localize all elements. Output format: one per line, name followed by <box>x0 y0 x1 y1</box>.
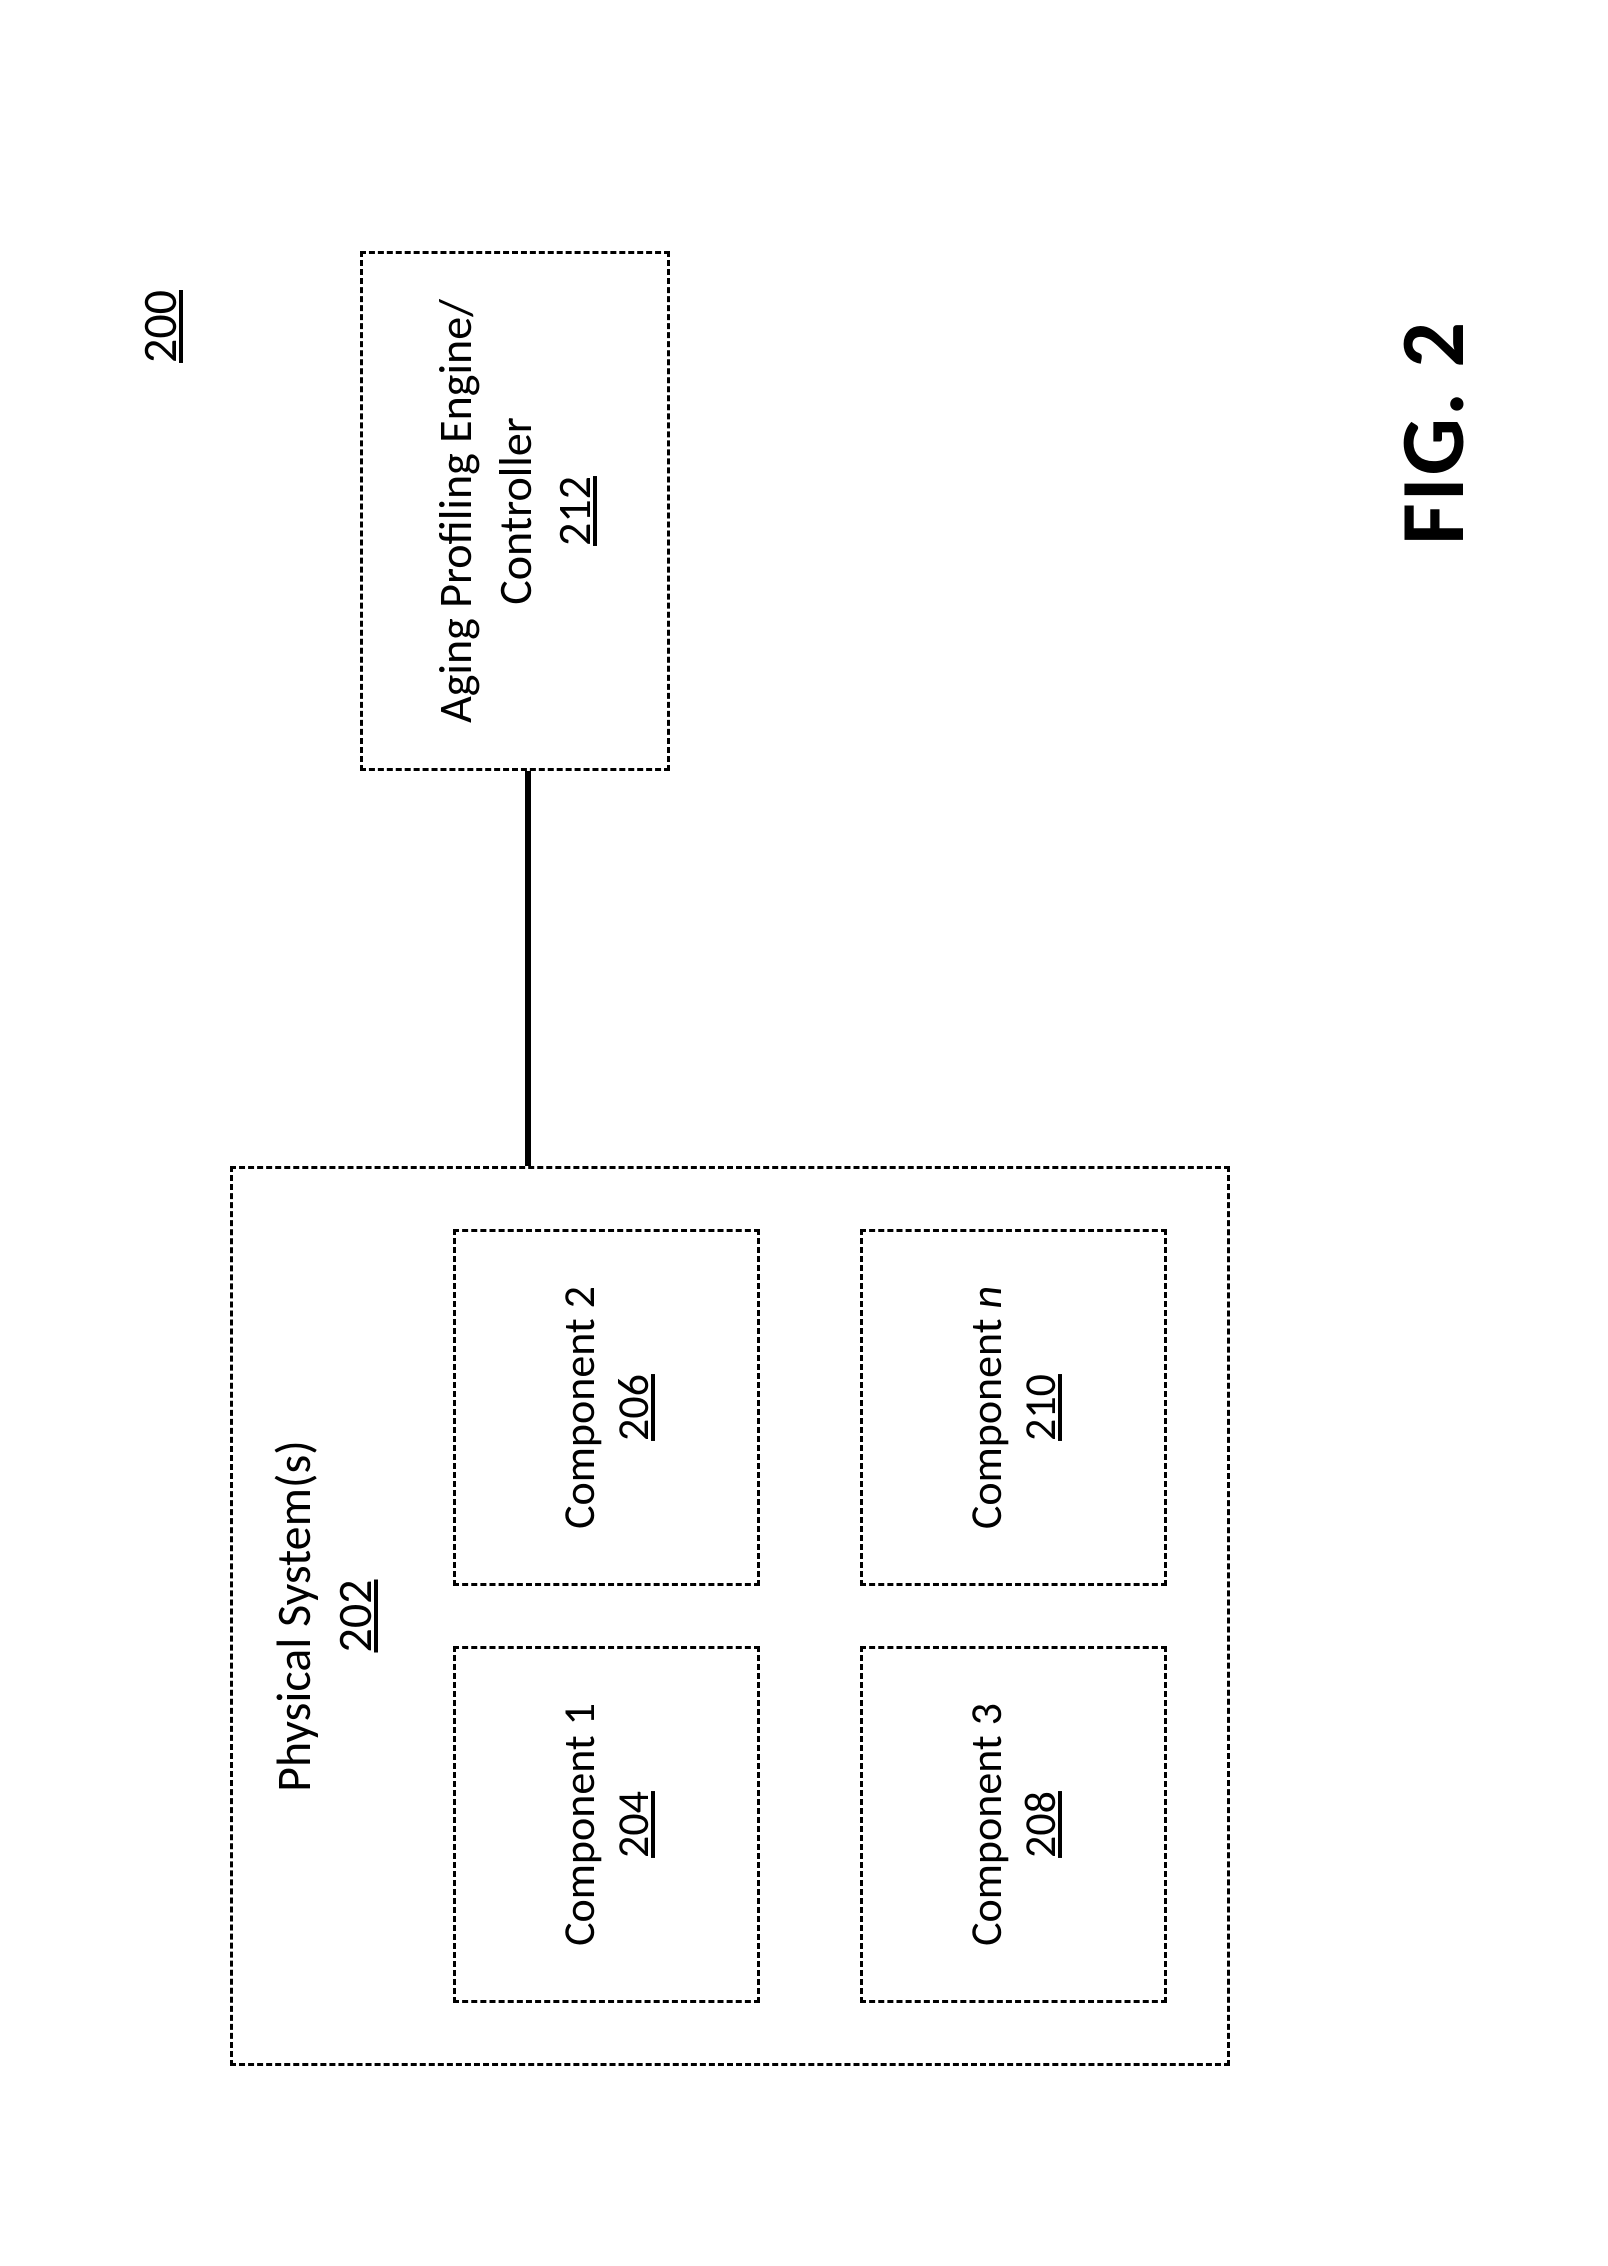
component-2-box: Component 2 206 <box>453 1229 760 1586</box>
component-n-box: Component n 210 <box>860 1229 1167 1586</box>
component-2-ref: 206 <box>606 1374 660 1441</box>
component-grid: Component 1 204 Component 2 206 Componen… <box>453 1229 1167 2003</box>
diagram-canvas: 200 Physical System(s) 202 Component 1 2… <box>0 0 1608 2266</box>
component-n-ref: 210 <box>1013 1374 1067 1441</box>
connector-line <box>525 771 531 1166</box>
component-n-label: Component n <box>960 1286 1013 1529</box>
component-1-label: Component 1 <box>553 1703 606 1946</box>
component-3-ref: 208 <box>1013 1791 1067 1858</box>
component-2-label: Component 2 <box>553 1286 606 1529</box>
component-1-box: Component 1 204 <box>453 1646 760 2003</box>
component-3-box: Component 3 208 <box>860 1646 1167 2003</box>
component-1-ref: 204 <box>606 1791 660 1858</box>
aging-engine-box: Aging Profiling Engine/ Controller 212 <box>360 251 670 771</box>
physical-system-box: Physical System(s) 202 Component 1 204 C… <box>230 1166 1230 2066</box>
aging-engine-ref: 212 <box>547 476 603 546</box>
aging-engine-title: Aging Profiling Engine/ Controller <box>427 299 547 723</box>
component-3-label: Component 3 <box>960 1703 1013 1946</box>
physical-system-title: Physical System(s) <box>263 1169 325 2063</box>
figure-label: FIG. 2 <box>1378 320 1488 545</box>
physical-system-ref: 202 <box>325 1169 384 2063</box>
figure-number: 200 <box>130 290 189 363</box>
